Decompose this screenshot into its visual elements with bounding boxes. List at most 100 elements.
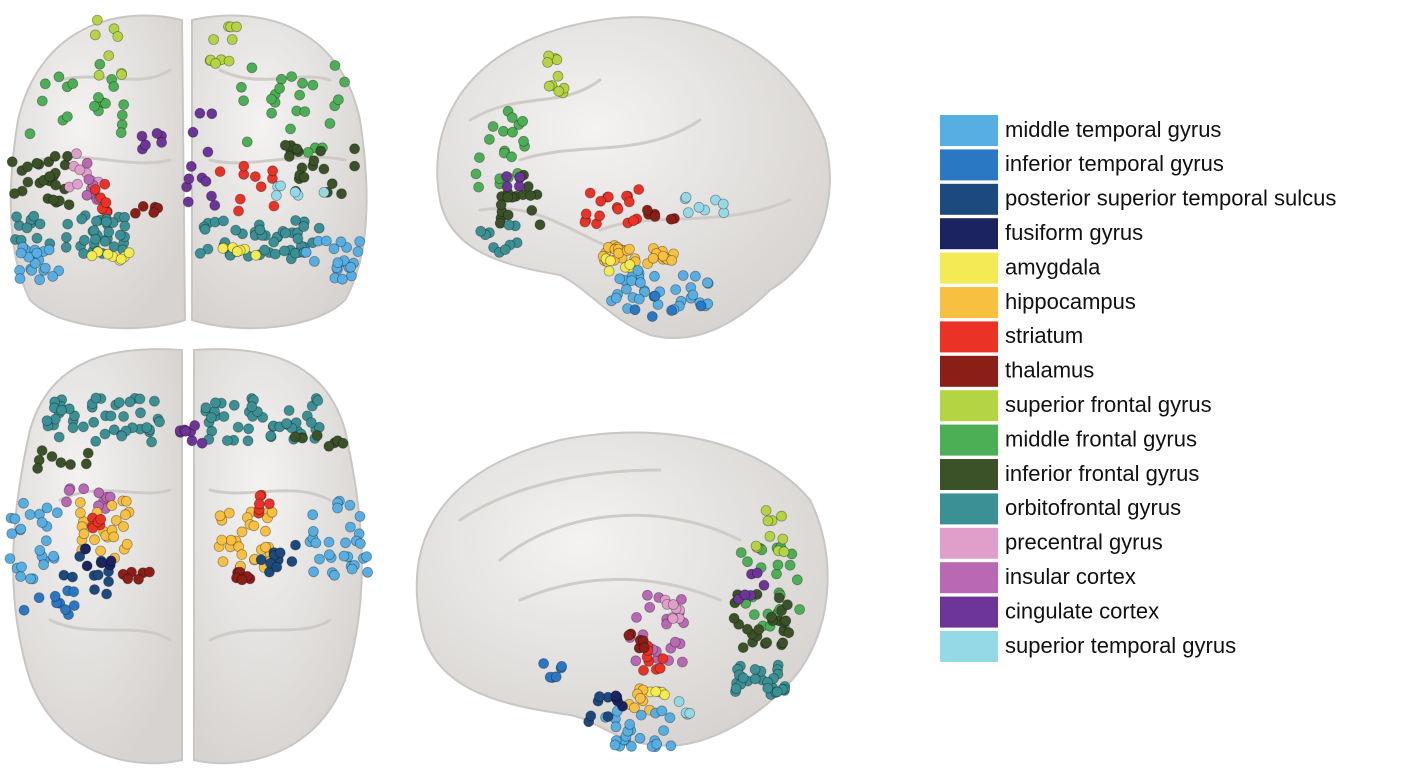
electrode xyxy=(67,571,78,583)
electrode xyxy=(761,637,773,648)
electrode xyxy=(669,636,681,648)
electrode xyxy=(773,592,785,604)
electrode xyxy=(612,203,624,215)
electrode xyxy=(236,574,248,586)
electrode xyxy=(93,487,105,499)
electrode xyxy=(677,656,688,668)
electrode xyxy=(11,211,23,223)
electrode xyxy=(51,507,63,519)
electrode xyxy=(122,573,134,585)
electrode xyxy=(307,526,319,537)
electrode xyxy=(31,247,43,259)
electrode xyxy=(339,76,351,88)
electrode xyxy=(268,200,280,212)
electrode xyxy=(328,243,340,255)
electrode xyxy=(751,567,763,579)
electrode xyxy=(180,425,192,437)
electrode xyxy=(354,511,366,522)
electrode xyxy=(361,551,373,562)
electrode xyxy=(89,100,100,112)
electrode xyxy=(634,732,646,744)
electrode xyxy=(120,509,131,521)
legend-swatch xyxy=(940,424,998,456)
electrode xyxy=(764,531,776,542)
electrode xyxy=(46,451,58,462)
electrode xyxy=(206,190,217,202)
electrode xyxy=(74,551,86,562)
electrode xyxy=(308,566,320,578)
electrode xyxy=(269,248,281,260)
electrode xyxy=(119,220,131,232)
electrode xyxy=(771,686,783,698)
electrode xyxy=(314,553,325,565)
electrode xyxy=(95,545,106,557)
electrode xyxy=(79,234,90,246)
electrode xyxy=(279,139,291,151)
electrode xyxy=(96,557,108,569)
electrode xyxy=(108,424,120,436)
electrode xyxy=(218,411,230,422)
electrode xyxy=(667,599,679,610)
legend-swatch xyxy=(940,527,998,559)
electrode xyxy=(267,165,279,177)
electrode xyxy=(78,421,89,433)
electrode xyxy=(253,498,265,510)
electrode xyxy=(349,143,361,155)
electrode xyxy=(187,126,199,138)
electrode xyxy=(344,521,356,533)
electrode xyxy=(513,180,525,192)
electrode xyxy=(50,179,62,191)
electrode xyxy=(283,405,295,416)
electrode xyxy=(246,401,258,413)
electrode xyxy=(103,50,115,61)
legend-label: superior temporal gyrus xyxy=(1005,633,1236,658)
electrode xyxy=(214,510,226,522)
electrode xyxy=(629,304,641,316)
electrode xyxy=(110,515,122,526)
electrode xyxy=(65,459,76,470)
electrode xyxy=(25,573,36,585)
electrode xyxy=(28,210,40,222)
electrode xyxy=(326,178,338,190)
electrode xyxy=(628,215,639,227)
electrode xyxy=(94,58,106,70)
electrode xyxy=(69,410,80,422)
electrode xyxy=(475,225,487,237)
electrode xyxy=(209,397,221,409)
electrode xyxy=(777,533,789,545)
electrode xyxy=(265,430,277,442)
electrode xyxy=(103,226,115,238)
electrode xyxy=(115,253,127,265)
electrode xyxy=(194,107,206,119)
electrode xyxy=(624,259,636,271)
electrode xyxy=(760,505,772,516)
electrode xyxy=(758,579,770,591)
electrode xyxy=(771,568,782,580)
electrode xyxy=(638,665,649,676)
electrode xyxy=(216,534,228,546)
electrode xyxy=(89,29,101,41)
electrode xyxy=(749,664,761,675)
electrode xyxy=(502,191,514,203)
electrode xyxy=(312,395,324,407)
electrode xyxy=(641,204,653,216)
electrode xyxy=(116,69,127,80)
electrode xyxy=(702,277,713,289)
electrode xyxy=(217,556,229,567)
electrode xyxy=(113,397,125,408)
electrode xyxy=(101,588,112,600)
electrode xyxy=(91,215,102,227)
electrode xyxy=(684,707,696,719)
electrode xyxy=(646,311,658,322)
electrode xyxy=(249,171,261,183)
electrode xyxy=(584,187,596,199)
electrode xyxy=(208,34,220,45)
electrode xyxy=(259,525,271,537)
electrode xyxy=(202,146,214,158)
electrode xyxy=(270,190,282,201)
electrode xyxy=(323,440,335,452)
electrode xyxy=(682,207,694,219)
electrode xyxy=(34,545,46,556)
electrode xyxy=(61,496,72,508)
electrode xyxy=(647,252,659,264)
